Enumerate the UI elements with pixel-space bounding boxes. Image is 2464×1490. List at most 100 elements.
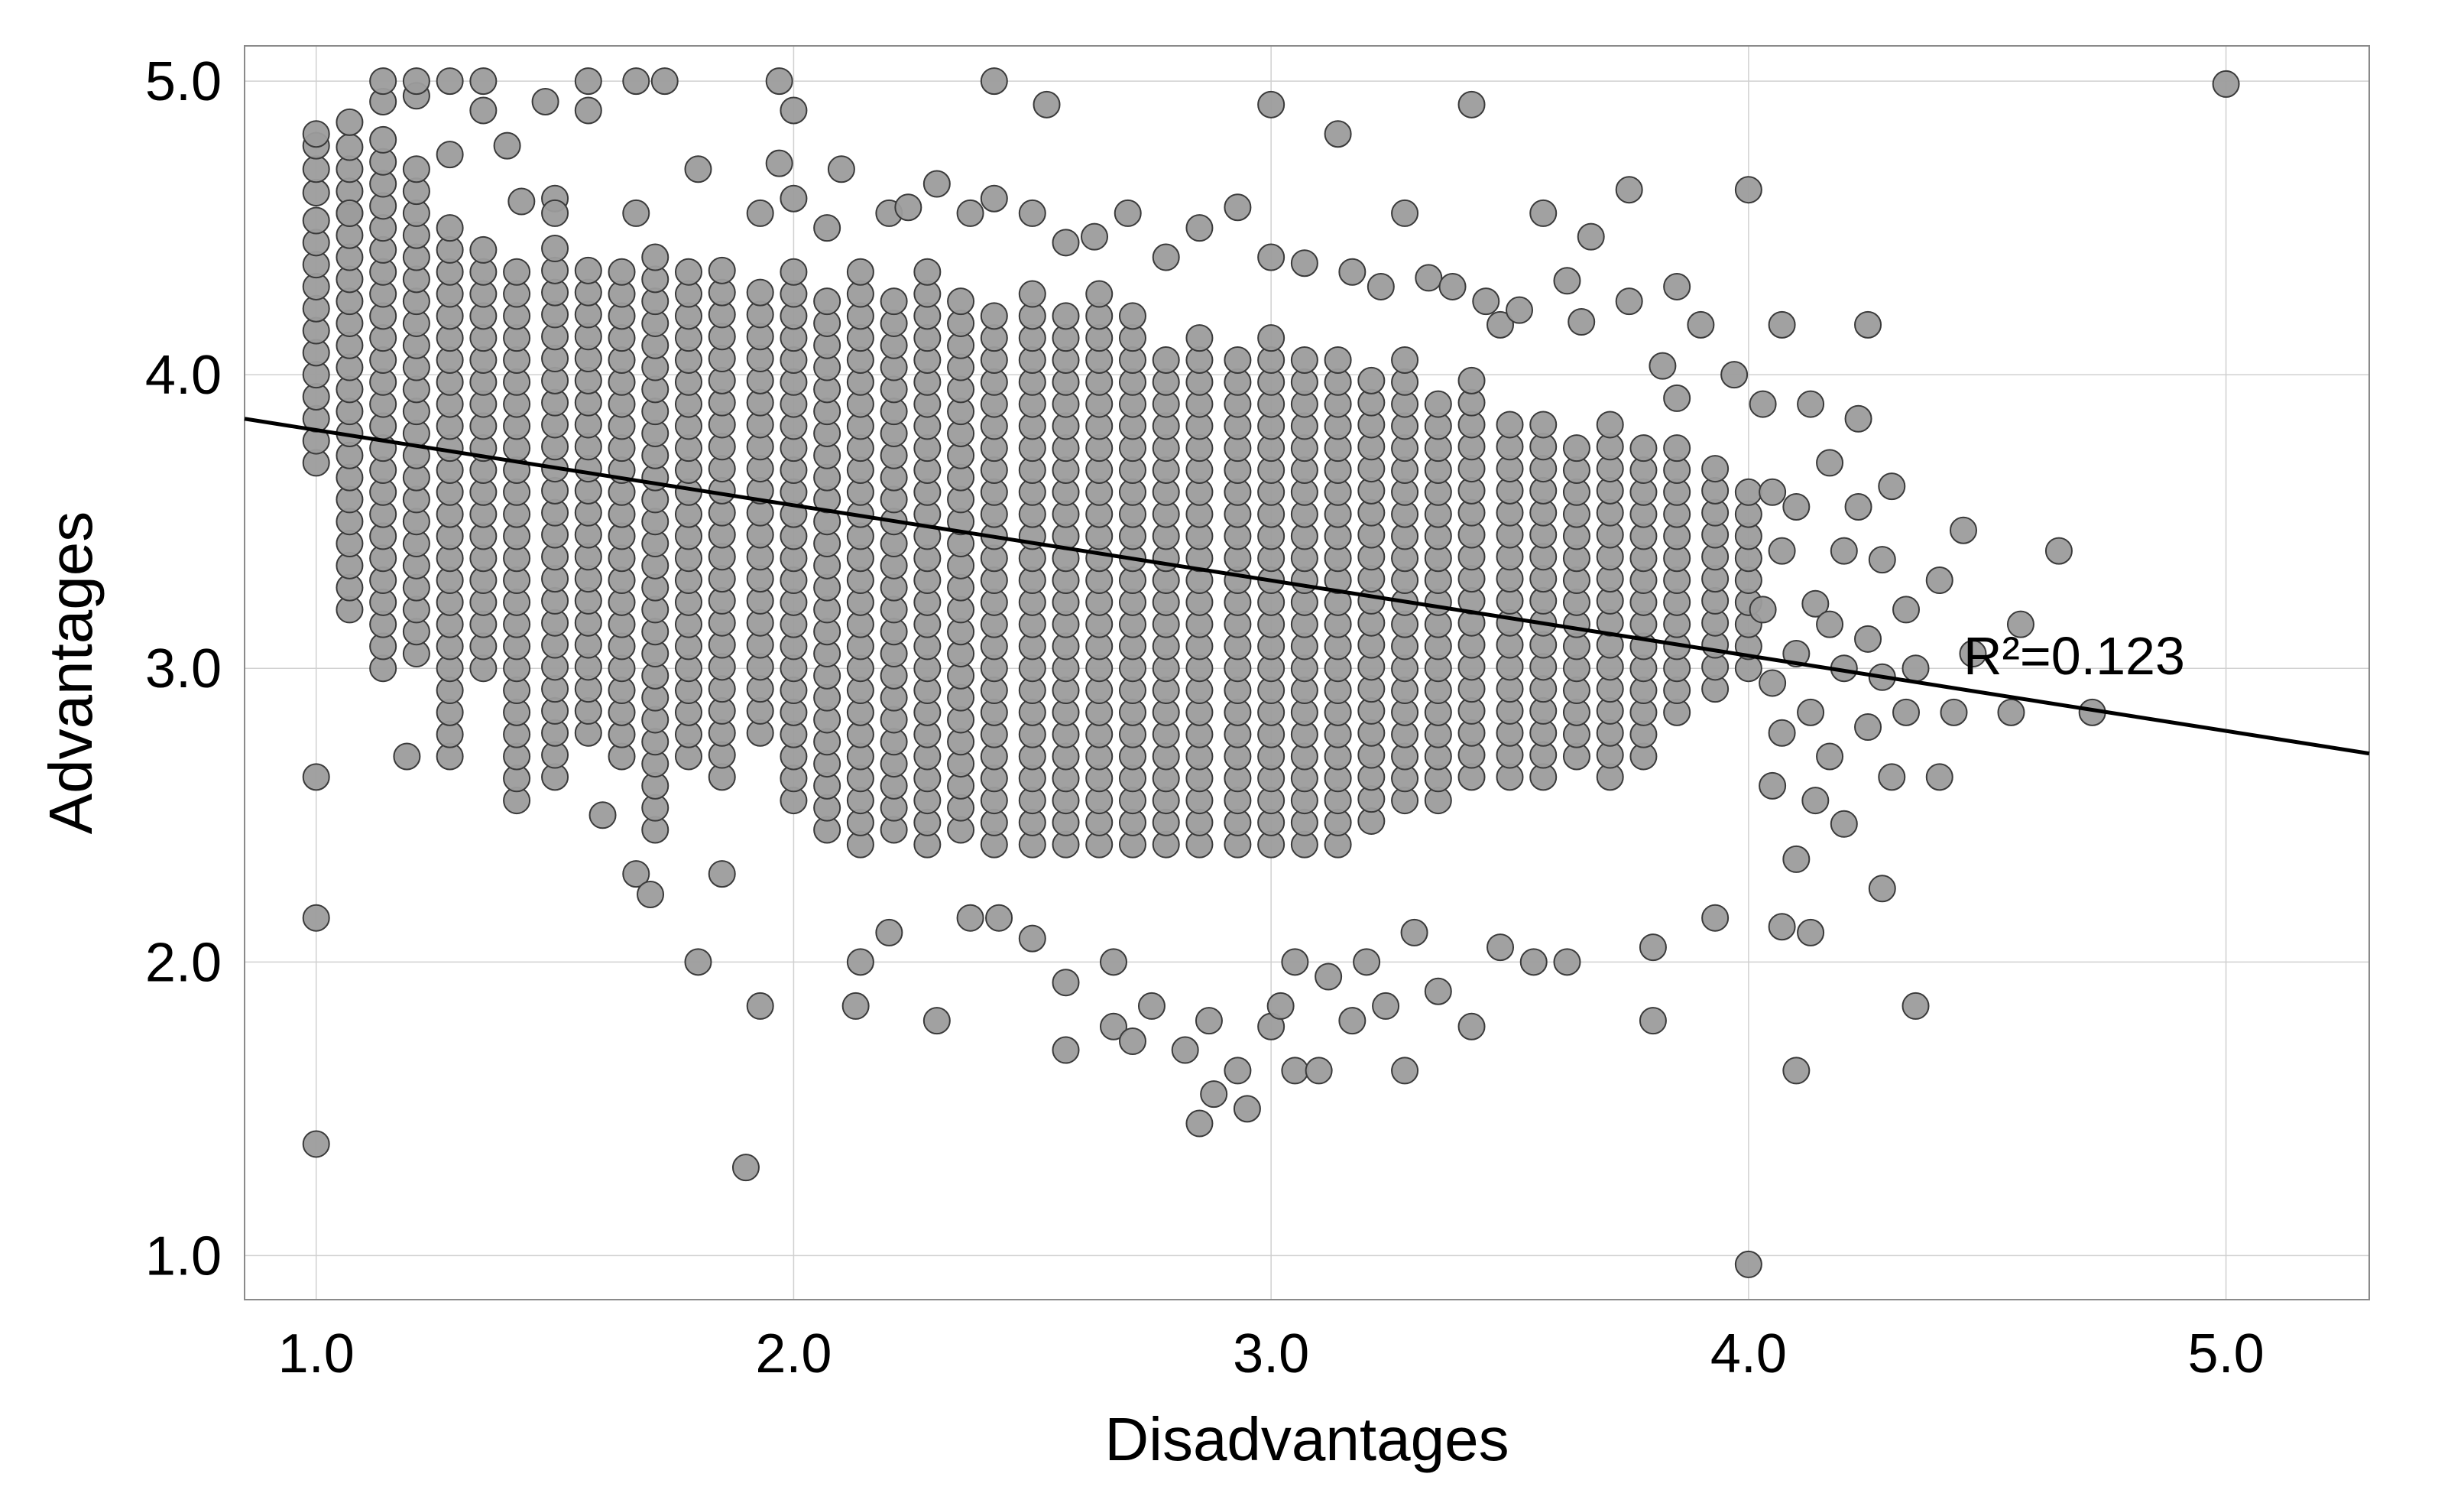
scatter-point xyxy=(1053,969,1079,995)
scatter-point xyxy=(437,215,463,241)
scatter-point xyxy=(590,802,616,828)
y-tick-label: 5.0 xyxy=(145,51,222,112)
scatter-point xyxy=(1020,926,1046,952)
scatter-point xyxy=(1315,964,1341,990)
scatter-point xyxy=(1664,435,1690,461)
scatter-point xyxy=(1459,368,1485,394)
scatter-point xyxy=(1783,494,1809,520)
scatter-point xyxy=(1196,1008,1222,1034)
scatter-point xyxy=(1940,700,1966,726)
scatter-point xyxy=(986,905,1012,931)
scatter-point xyxy=(575,97,601,123)
scatter-point xyxy=(437,68,463,94)
scatter-point xyxy=(1664,385,1690,411)
scatter-point xyxy=(2046,538,2072,564)
scatter-point xyxy=(780,186,806,212)
scatter-point xyxy=(1903,655,1929,681)
scatter-point xyxy=(303,1131,329,1157)
scatter-point xyxy=(747,993,773,1019)
scatter-point xyxy=(733,1154,759,1180)
scatter-point xyxy=(924,171,950,197)
scatter-point xyxy=(1440,274,1466,300)
x-tick-label: 2.0 xyxy=(755,1323,832,1384)
scatter-point xyxy=(1034,92,1060,118)
scatter-point xyxy=(1597,411,1623,437)
scatter-point xyxy=(1798,391,1824,417)
scatter-point xyxy=(1998,700,2024,726)
scatter-point xyxy=(1224,194,1250,220)
scatter-point xyxy=(1702,905,1728,931)
scatter-point xyxy=(1115,200,1141,226)
scatter-point xyxy=(1769,538,1795,564)
scatter-point xyxy=(1649,353,1675,379)
scatter-point xyxy=(575,258,601,284)
scatter-point xyxy=(1020,281,1046,307)
scatter-point xyxy=(1497,411,1523,437)
scatter-point xyxy=(1798,700,1824,726)
scatter-point xyxy=(370,127,396,153)
scatter-point xyxy=(1459,92,1485,118)
scatter-point xyxy=(1530,200,1556,226)
scatter-point xyxy=(1392,200,1418,226)
scatter-point xyxy=(1306,1057,1332,1083)
scatter-point xyxy=(709,861,735,887)
scatter-point xyxy=(1640,934,1666,960)
scatter-point xyxy=(881,288,907,314)
scatter-point xyxy=(1487,934,1513,960)
scatter-point xyxy=(828,156,854,182)
scatter-point xyxy=(876,920,902,946)
scatter-point xyxy=(1750,391,1776,417)
scatter-point xyxy=(1817,612,1843,638)
scatter-point xyxy=(1750,596,1776,622)
scatter-point xyxy=(1153,245,1179,271)
scatter-point xyxy=(1224,347,1250,373)
scatter-point xyxy=(1802,787,1828,813)
scatter-point xyxy=(1459,1014,1485,1040)
scatter-point xyxy=(1081,224,1107,250)
scatter-point xyxy=(1292,250,1318,276)
scatter-point xyxy=(1425,979,1451,1005)
scatter-point xyxy=(1721,362,1747,388)
scatter-point xyxy=(1258,245,1284,271)
scatter-point xyxy=(1927,764,1953,790)
scatter-point xyxy=(1234,1096,1260,1122)
scatter-point xyxy=(542,235,568,261)
scatter-point xyxy=(1186,325,1212,351)
y-tick-label: 1.0 xyxy=(145,1225,222,1287)
scatter-point xyxy=(1530,411,1556,437)
scatter-point xyxy=(1869,547,1895,573)
y-tick-label: 2.0 xyxy=(145,932,222,993)
scatter-point xyxy=(1578,224,1604,250)
scatter-point xyxy=(303,156,329,182)
scatter-point xyxy=(1053,229,1079,255)
x-tick-label: 3.0 xyxy=(1233,1323,1309,1384)
scatter-point xyxy=(1831,811,1857,837)
scatter-point xyxy=(1053,1037,1079,1063)
scatter-point xyxy=(1769,720,1795,746)
scatter-point xyxy=(1879,473,1905,499)
scatter-point xyxy=(1268,993,1294,1019)
scatter-point xyxy=(642,245,668,271)
scatter-point xyxy=(1736,479,1762,505)
y-tick-label: 4.0 xyxy=(145,345,222,406)
scatter-point xyxy=(1020,200,1046,226)
scatter-point xyxy=(404,156,430,182)
scatter-point xyxy=(575,68,601,94)
scatter-point xyxy=(1616,288,1642,314)
scatter-point xyxy=(303,121,329,147)
scatter-point xyxy=(1368,274,1394,300)
scatter-point xyxy=(1879,764,1905,790)
scatter-point xyxy=(924,1008,950,1034)
scatter-point xyxy=(676,259,702,285)
scatter-point xyxy=(1325,121,1351,147)
scatter-point xyxy=(1339,1008,1365,1034)
scatter-point xyxy=(1869,875,1895,901)
scatter-point xyxy=(1186,1111,1212,1137)
scatter-point xyxy=(394,743,420,769)
scatter-point xyxy=(780,97,806,123)
scatter-point xyxy=(1846,406,1872,432)
scatter-point xyxy=(437,141,463,167)
scatter-point xyxy=(1855,312,1881,338)
scatter-point xyxy=(747,200,773,226)
scatter-point xyxy=(542,200,568,226)
